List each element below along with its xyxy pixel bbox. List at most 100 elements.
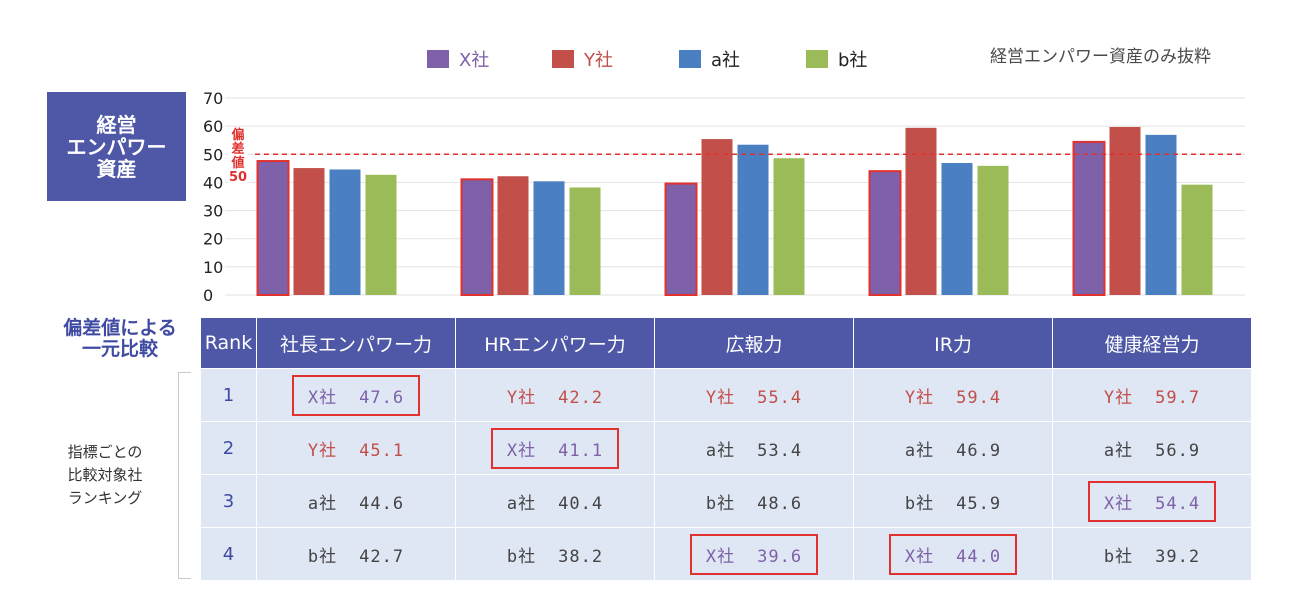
ranking-value: 40.4 — [558, 493, 604, 514]
bar-a-4 — [941, 163, 973, 295]
ranking-value: 38.2 — [558, 546, 604, 567]
ranking-cell: Y社 45.1 — [256, 421, 456, 475]
bar-y-3 — [701, 139, 733, 295]
bar-a-3 — [737, 144, 769, 295]
bar-b-4 — [977, 165, 1009, 295]
ranking-entry: X社 54.4 — [1087, 480, 1217, 522]
ranking-cell: b社 39.2 — [1052, 527, 1252, 581]
reference-line-label: 50 — [229, 170, 247, 185]
ranking-side-label: 指標ごとの 比較対象社 ランキング — [67, 443, 143, 507]
bar-x-2 — [460, 178, 494, 296]
ranking-entry: Y社 59.7 — [1090, 377, 1214, 414]
y-tick-label: 30 — [203, 202, 223, 221]
ranking-cell: X社 44.0 — [853, 527, 1053, 581]
header-hr-empower: HRエンパワー力 — [455, 317, 655, 369]
legend-label-y: Y社 — [584, 50, 613, 71]
y-tick-label: 70 — [203, 89, 223, 108]
bar-b-2 — [569, 187, 601, 295]
ranking-cell: b社 38.2 — [455, 527, 655, 581]
ranking-bracket — [178, 372, 191, 579]
legend-item-a: a社 — [679, 44, 740, 74]
ranking-company: a社 — [307, 493, 338, 514]
bar-y-4 — [905, 127, 937, 296]
ranking-cell: b社 45.9 — [853, 474, 1053, 528]
ranking-entry: a社 46.9 — [891, 430, 1015, 467]
legend-swatch-x — [427, 50, 449, 68]
bar-x-1 — [256, 160, 290, 296]
ranking-company: Y社 — [307, 440, 338, 461]
ranking-company: X社 — [307, 387, 338, 408]
ranking-company: a社 — [506, 493, 537, 514]
ranking-cell: Y社 59.7 — [1052, 368, 1252, 422]
rank-number: 3 — [200, 474, 257, 528]
ranking-company: Y社 — [705, 387, 736, 408]
table-row: 4 b社 42.7 b社 38.2 X社 39.6 X社 44.0 b社 39.2 — [200, 527, 1252, 581]
y-tick-label: 40 — [203, 173, 223, 192]
ranking-entry: X社 44.0 — [888, 533, 1018, 575]
ranking-cell: b社 48.6 — [654, 474, 854, 528]
ranking-cell: a社 53.4 — [654, 421, 854, 475]
reference-label-bg — [228, 127, 248, 186]
ranking-value: 44.6 — [359, 493, 405, 514]
legend-swatch-b — [806, 50, 828, 68]
ranking-company: b社 — [506, 546, 537, 567]
ranking-cell: X社 41.1 — [455, 421, 655, 475]
ranking-cell: Y社 59.4 — [853, 368, 1053, 422]
legend-swatch-y — [552, 50, 574, 68]
legend-label-x: X社 — [459, 50, 490, 71]
ranking-entry: Y社 59.4 — [891, 377, 1015, 414]
y-tick-label: 0 — [203, 286, 213, 305]
ranking-cell: a社 56.9 — [1052, 421, 1252, 475]
rank-number: 2 — [200, 421, 257, 475]
bar-b-3 — [773, 158, 805, 295]
bar-a-1 — [329, 169, 361, 295]
legend-item-y: Y社 — [552, 44, 613, 74]
ranking-company: b社 — [1103, 546, 1134, 567]
ranking-value: 59.7 — [1155, 387, 1201, 408]
ranking-company: b社 — [307, 546, 338, 567]
reference-line-label: 値 — [230, 155, 244, 171]
ranking-entry: a社 53.4 — [692, 430, 816, 467]
comparison-title: 偏差値による 一元比較 — [63, 317, 177, 360]
ranking-company: b社 — [904, 493, 935, 514]
header-ir: IR力 — [853, 317, 1053, 369]
ranking-value: 41.1 — [558, 440, 604, 461]
ranking-cell: a社 44.6 — [256, 474, 456, 528]
bar-x-4 — [868, 170, 902, 297]
legend-label-b: b社 — [838, 50, 868, 71]
ranking-company: X社 — [506, 440, 537, 461]
ranking-value: 47.6 — [359, 387, 405, 408]
chart-note: 経営エンパワー資産のみ抜粋 — [990, 47, 1211, 67]
ranking-entry: a社 56.9 — [1090, 430, 1214, 467]
ranking-value: 45.9 — [956, 493, 1002, 514]
ranking-value: 42.2 — [558, 387, 604, 408]
ranking-company: Y社 — [506, 387, 537, 408]
ranking-cell: b社 42.7 — [256, 527, 456, 581]
ranking-value: 39.6 — [757, 546, 803, 567]
ranking-company: Y社 — [904, 387, 935, 408]
bar-a-5 — [1145, 134, 1177, 295]
ranking-value: 45.1 — [359, 440, 405, 461]
chart-title-box: 経営 エンパワー 資産 — [47, 92, 186, 201]
bar-x-3 — [664, 182, 698, 297]
legend-swatch-a — [679, 50, 701, 68]
y-tick-label: 10 — [203, 258, 223, 277]
ranking-value: 59.4 — [956, 387, 1002, 408]
ranking-value: 55.4 — [757, 387, 803, 408]
bar-y-1 — [293, 168, 325, 295]
ranking-entry: Y社 55.4 — [692, 377, 816, 414]
bar-b-5 — [1181, 184, 1213, 295]
ranking-entry: b社 42.7 — [294, 536, 418, 573]
table-row: 1 X社 47.6 Y社 42.2 Y社 55.4 Y社 59.4 Y社 59.7 — [200, 368, 1252, 422]
ranking-entry: b社 38.2 — [493, 536, 617, 573]
ranking-value: 56.9 — [1155, 440, 1201, 461]
bar-x-5 — [1072, 140, 1106, 296]
ranking-entry: b社 39.2 — [1090, 536, 1214, 573]
y-tick-label: 50 — [203, 145, 223, 164]
ranking-header-row: Rank 社長エンパワー力 HRエンパワー力 広報力 IR力 健康経営力 — [200, 317, 1252, 369]
rank-number: 4 — [200, 527, 257, 581]
ranking-cell: X社 54.4 — [1052, 474, 1252, 528]
bar-a-2 — [533, 181, 565, 295]
table-row: 3 a社 44.6 a社 40.4 b社 48.6 b社 45.9 X社 54.4 — [200, 474, 1252, 528]
